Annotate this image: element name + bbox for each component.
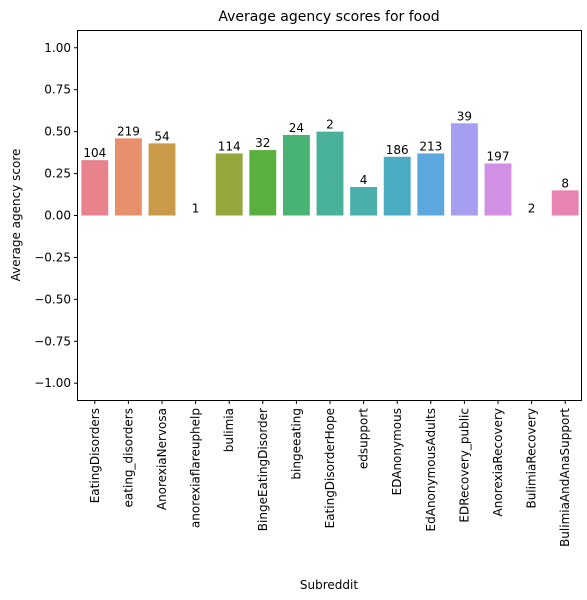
x-tick-label: bulimia: [222, 408, 236, 452]
count-label: 1: [192, 202, 200, 216]
y-axis-label: Average agency score: [9, 149, 23, 282]
x-tick-label: BulimiaAndAnaSupport: [558, 408, 572, 547]
count-label: 2: [326, 118, 334, 132]
x-tick-label: BulimiaRecovery: [525, 408, 539, 509]
bar: [317, 132, 344, 216]
x-tick-label: BingeEatingDisorder: [256, 408, 270, 531]
y-tick-label: 1.00: [44, 41, 71, 55]
bar: [216, 153, 243, 215]
bar: [384, 157, 411, 216]
count-label: 104: [83, 146, 106, 160]
bar: [417, 153, 444, 215]
y-tick-label: −1.00: [34, 376, 71, 390]
bar: [485, 164, 512, 216]
y-tick-label: −0.50: [34, 292, 71, 306]
bar: [350, 187, 377, 216]
x-tick-label: EatingDisorderHope: [323, 408, 337, 528]
bar: [249, 150, 276, 215]
x-axis-label: Subreddit: [300, 578, 358, 592]
x-tick-label: EDAnonymous: [390, 408, 404, 495]
y-tick-label: 0.25: [44, 167, 71, 181]
x-tick-label: eating_disorders: [121, 408, 135, 507]
count-label: 197: [487, 150, 510, 164]
count-label: 24: [289, 121, 304, 135]
x-tick-label: AnorexiaNervosa: [155, 408, 169, 510]
count-label: 4: [360, 173, 368, 187]
count-label: 39: [457, 109, 472, 123]
bar: [451, 123, 478, 215]
count-label: 114: [218, 139, 241, 153]
x-tick-label: AnorexiaRecovery: [491, 408, 505, 516]
bar: [81, 160, 108, 215]
count-label: 2: [528, 202, 536, 216]
x-tick-label: bingeeating: [289, 408, 303, 480]
bar: [149, 143, 176, 215]
count-label: 32: [255, 136, 270, 150]
y-axis: 1.00 0.75 0.50 0.25 0.00 −0.25 −0.50 −0.75 −1.00: [34, 41, 78, 390]
bar: [283, 135, 310, 216]
y-tick-label: −0.75: [34, 334, 71, 348]
x-tick-label: edsupport: [357, 408, 371, 469]
count-label: 8: [561, 176, 569, 190]
x-tick-label: EdAnonymousAdults: [424, 408, 438, 531]
bar: [115, 138, 142, 215]
chart-title: Average agency scores for food: [218, 9, 439, 25]
bar: [552, 190, 579, 215]
x-tick-label: EatingDisorders: [88, 408, 102, 503]
y-tick-label: 0.50: [44, 125, 71, 139]
count-label: 54: [154, 129, 169, 143]
count-label: 186: [386, 143, 409, 157]
y-tick-label: −0.25: [34, 250, 71, 264]
y-tick-label: 0.00: [44, 209, 71, 223]
x-tick-label: anorexiaflareuphelp: [189, 408, 203, 528]
count-label: 219: [117, 124, 140, 138]
x-axis: EatingDisorders eating_disorders AnorexiaN…: [88, 400, 572, 547]
count-label: 213: [419, 139, 442, 153]
y-tick-label: 0.75: [44, 83, 71, 97]
x-tick-label: EDRecovery_public: [457, 408, 471, 523]
